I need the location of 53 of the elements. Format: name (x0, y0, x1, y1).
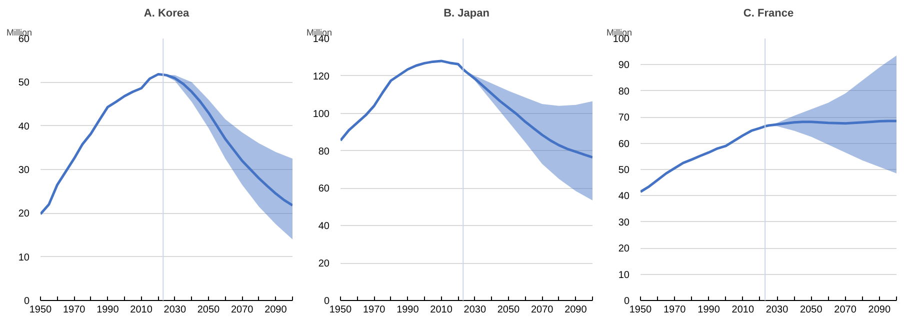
x-tick-label: 1970 (362, 304, 386, 316)
y-tick-label: 0 (24, 296, 30, 307)
y-tick-label: 40 (318, 221, 330, 232)
y-tick-label: 20 (318, 258, 330, 270)
x-tick-label: 1990 (698, 304, 720, 316)
y-tick-label: 80 (318, 146, 330, 158)
y-tick-label: 90 (618, 60, 630, 72)
chart-title: B. Japan (444, 8, 490, 20)
x-tick-label: 2010 (732, 304, 754, 316)
y-tick-label: 60 (618, 138, 630, 150)
line-series (640, 120, 896, 194)
y-tick-label: 10 (18, 252, 30, 264)
y-tick-label: 70 (618, 112, 630, 124)
y-tick-label: 50 (18, 78, 30, 89)
y-tick-label: 0 (624, 296, 630, 307)
y-tick-label: 100 (312, 108, 330, 120)
x-tick-label: 1970 (62, 304, 86, 316)
x-tick-label: 2030 (464, 304, 486, 316)
x-tick-label: 1950 (629, 304, 652, 316)
x-tick-label: 2050 (497, 304, 520, 316)
y-tick-label: 50 (618, 165, 630, 176)
x-tick-label: 2030 (164, 304, 186, 316)
x-tick-label: 2010 (130, 304, 153, 316)
x-tick-label: 2090 (564, 304, 588, 316)
line-series (40, 73, 292, 216)
x-tick-label: 2030 (766, 304, 789, 316)
y-tick-label: 60 (318, 184, 330, 195)
y-tick-label: 0 (324, 296, 330, 307)
x-tick-label: 2070 (230, 304, 254, 316)
x-tick-label: 2070 (834, 304, 857, 316)
x-tick-label: 2010 (430, 304, 453, 316)
line-series (340, 60, 592, 159)
y-tick-label: 30 (18, 165, 30, 176)
chart-title: C. France (743, 8, 794, 20)
x-tick-label: 2070 (530, 304, 554, 316)
x-tick-label: 1950 (329, 304, 352, 316)
x-tick-label: 1990 (396, 304, 420, 316)
x-tick-label: 1990 (96, 304, 120, 316)
y-tick-label: 10 (618, 270, 630, 281)
y-tick-label: 20 (618, 244, 630, 255)
x-tick-label: 2050 (800, 304, 823, 316)
x-tick-label: 1950 (29, 304, 52, 316)
y-tick-label: 20 (18, 208, 30, 220)
y-tick-label: 80 (618, 86, 630, 98)
y-tick-label: 120 (312, 71, 330, 82)
chart-title: A. Korea (144, 8, 190, 20)
x-tick-label: 2090 (868, 304, 891, 316)
x-tick-label: 1970 (664, 304, 686, 316)
y-tick-label: 40 (18, 121, 30, 132)
y-tick-label: 30 (618, 217, 630, 228)
x-tick-label: 2090 (264, 304, 288, 316)
y-tick-label: 40 (618, 191, 630, 202)
x-tick-label: 2050 (197, 304, 220, 316)
